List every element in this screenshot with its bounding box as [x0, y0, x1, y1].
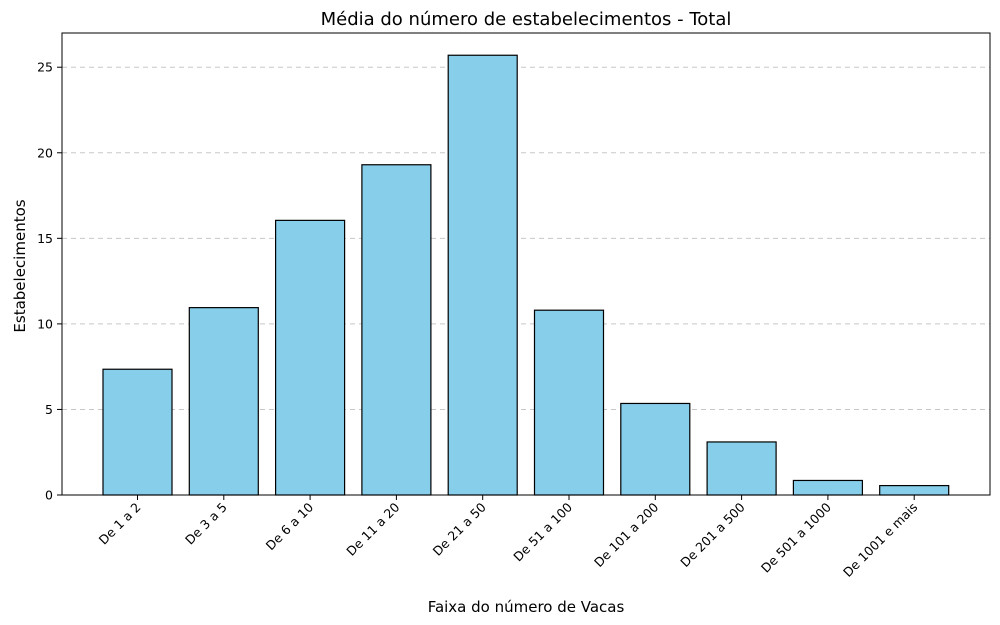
y-axis-ticks: 0 5 10 15 20 25 — [37, 60, 62, 503]
bar-2 — [188, 307, 259, 496]
y-tick-label: 25 — [37, 60, 53, 75]
x-tick-label: De 3 a 5 — [182, 500, 230, 548]
y-tick-label: 20 — [37, 145, 53, 160]
x-axis-label: Faixa do número de Vacas — [428, 598, 625, 616]
chart-title: Média do número de estabelecimentos - To… — [321, 9, 732, 30]
x-tick-label: De 11 a 20 — [343, 499, 402, 558]
y-axis-label: Estabelecimentos — [11, 199, 29, 332]
x-tick-label: De 1001 e mais — [840, 500, 920, 580]
bar-8 — [706, 441, 777, 496]
bar-4 — [361, 164, 432, 496]
x-tick-label: De 201 a 500 — [677, 499, 747, 569]
bar-5 — [447, 54, 518, 496]
bars — [102, 54, 950, 496]
x-tick-label: De 51 a 100 — [510, 499, 575, 564]
x-tick-label: De 1 a 2 — [96, 500, 144, 548]
y-tick-label: 15 — [37, 231, 53, 246]
bar-7 — [620, 402, 691, 496]
bar-3 — [275, 219, 346, 496]
x-axis-ticks: De 1 a 2 De 3 a 5 De 6 a 10 De 11 a 20 De 21… — [96, 495, 920, 580]
x-tick-label: De 501 a 1000 — [758, 499, 834, 575]
bar-10 — [879, 484, 950, 496]
y-tick-label: 10 — [37, 316, 53, 331]
x-tick-label: De 21 a 50 — [430, 499, 489, 558]
plot-frame — [61, 32, 991, 496]
x-tick-label: De 6 a 10 — [263, 499, 317, 553]
bar-6 — [533, 309, 605, 496]
bar-1 — [102, 368, 173, 496]
y-tick-label: 5 — [45, 402, 53, 417]
bar-9 — [792, 479, 864, 496]
y-tick-label: 0 — [45, 488, 53, 503]
x-tick-label: De 101 a 200 — [591, 499, 661, 569]
